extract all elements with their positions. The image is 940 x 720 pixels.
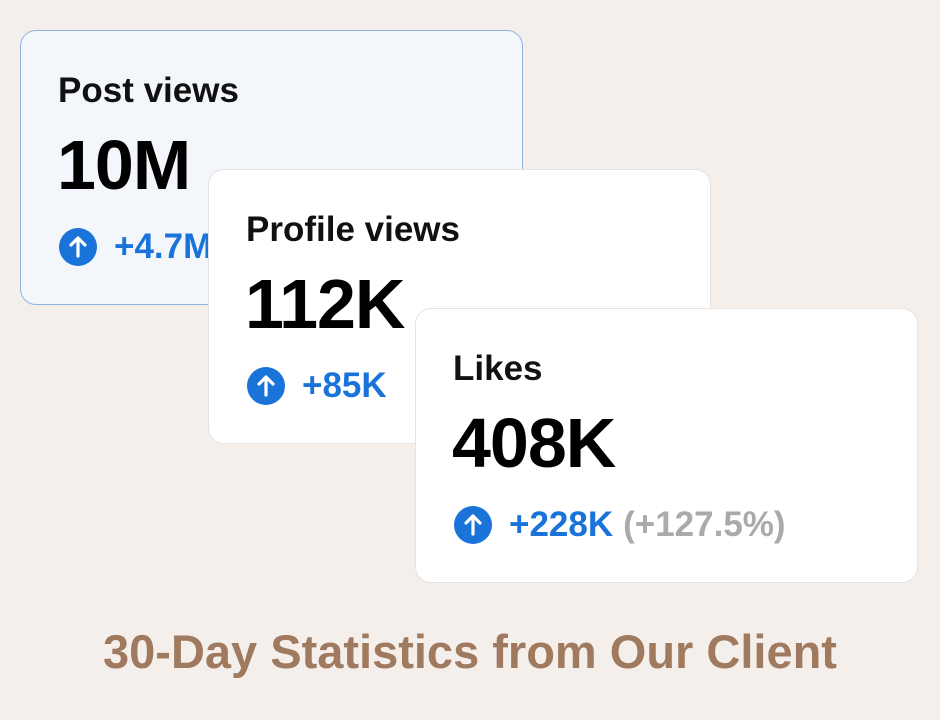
change-row: +85K bbox=[246, 366, 387, 406]
card-value: 112K bbox=[245, 265, 405, 343]
up-icon bbox=[454, 506, 492, 544]
card-title: Profile views bbox=[246, 210, 460, 249]
change: +228K bbox=[509, 505, 614, 544]
change: +85K bbox=[302, 366, 387, 405]
stat-card: Likes 408K +228K (+127.5%) bbox=[415, 308, 918, 583]
change-row: +4.7M bbox=[58, 227, 212, 267]
card-title: Likes bbox=[453, 349, 543, 388]
card-value: 408K bbox=[452, 404, 616, 482]
change-row: +228K (+127.5%) bbox=[453, 505, 786, 545]
card-value: 10M bbox=[57, 126, 191, 204]
card-title: Post views bbox=[58, 71, 239, 110]
change: +4.7M bbox=[114, 227, 213, 266]
up-icon bbox=[247, 367, 285, 405]
change-percent: (+127.5%) bbox=[623, 505, 786, 544]
up-icon bbox=[59, 228, 97, 266]
caption: 30-Day Statistics from Our Client bbox=[103, 625, 837, 678]
